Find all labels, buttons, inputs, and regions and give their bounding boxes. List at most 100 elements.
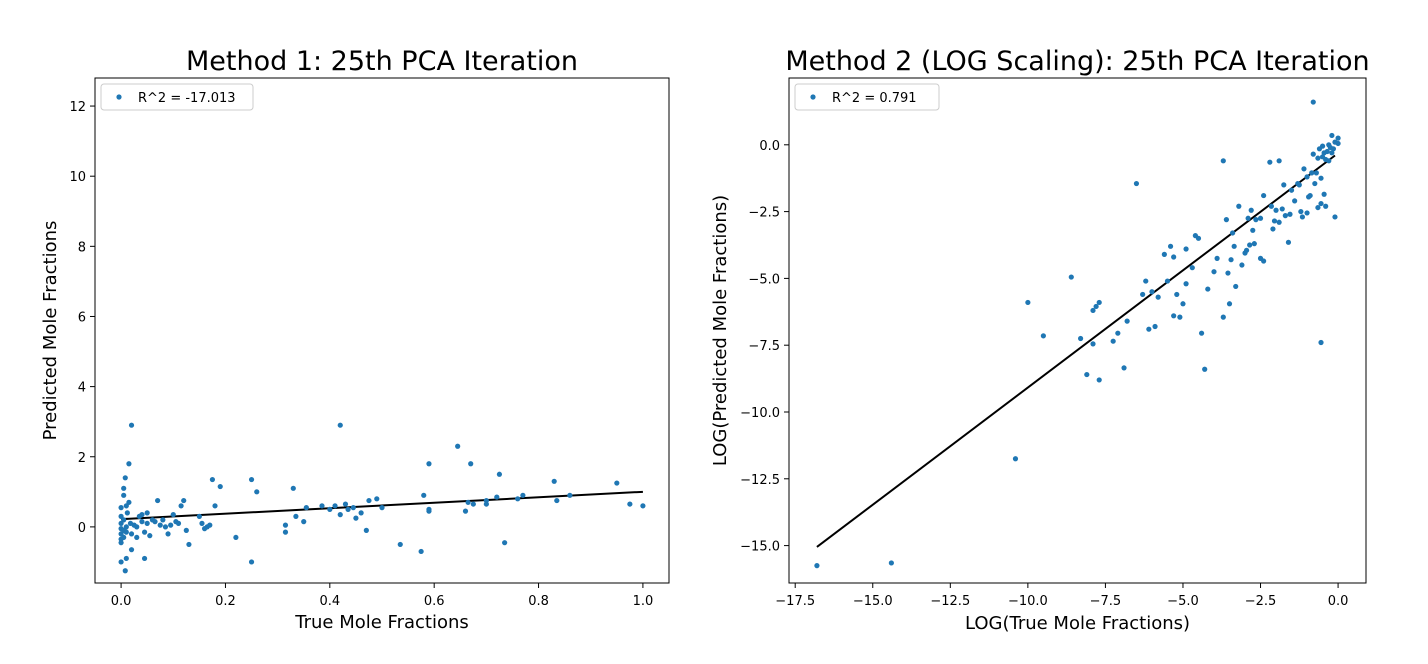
- data-point: [551, 478, 557, 484]
- data-point: [1335, 140, 1341, 147]
- data-point: [1299, 214, 1306, 220]
- data-point: [468, 461, 474, 467]
- data-point: [1281, 182, 1287, 188]
- data-point: [1268, 203, 1274, 209]
- data-point: [1090, 341, 1096, 347]
- y-tick-label: −12.5: [740, 473, 780, 488]
- data-point: [1096, 299, 1102, 306]
- data-point: [470, 501, 476, 507]
- data-point: [1292, 198, 1298, 204]
- data-point: [1161, 251, 1167, 257]
- data-point: [1276, 219, 1282, 225]
- data-point: [640, 503, 646, 509]
- data-point: [123, 524, 129, 530]
- x-axis-label: LOG(True Mole Fractions): [965, 613, 1190, 634]
- data-point: [1228, 257, 1234, 263]
- data-point: [152, 519, 158, 525]
- data-point: [178, 503, 184, 509]
- data-point: [1239, 262, 1245, 268]
- data-point: [303, 505, 309, 511]
- data-point: [301, 519, 307, 525]
- data-point: [1084, 371, 1090, 378]
- data-point: [1310, 151, 1316, 157]
- data-point: [1261, 192, 1267, 199]
- data-point: [483, 501, 489, 507]
- data-point: [1285, 239, 1292, 245]
- data-point: [1282, 213, 1288, 219]
- data-point: [1298, 208, 1304, 215]
- data-point: [1270, 226, 1276, 232]
- data-point: [327, 506, 333, 512]
- data-point: [888, 560, 894, 566]
- y-tick-label: −15.0: [740, 540, 780, 555]
- data-point: [1310, 99, 1316, 105]
- x-tick-label: 0.0: [111, 594, 132, 609]
- x-tick-label: −2.5: [1245, 594, 1277, 609]
- data-point: [1318, 339, 1324, 346]
- data-point: [1307, 192, 1313, 199]
- chart-title: Method 2 (LOG Scaling): 25th PCA Iterati…: [785, 46, 1369, 77]
- data-point: [350, 505, 356, 511]
- data-point: [155, 497, 161, 504]
- data-point: [1312, 180, 1318, 187]
- data-point: [1180, 301, 1186, 307]
- data-point: [1271, 218, 1278, 224]
- data-point: [175, 520, 182, 526]
- data-point: [212, 503, 218, 509]
- x-axis-label: True Mole Fractions: [294, 612, 469, 633]
- data-point: [1296, 182, 1302, 188]
- chart-method-2: −17.5 −15.0 −12.5 −10.0 −7.5 −5.0 −2.5 0.0 −15.0…: [710, 46, 1370, 634]
- data-point: [1093, 303, 1099, 310]
- data-point: [1164, 278, 1171, 284]
- data-point: [124, 510, 130, 516]
- data-point: [248, 559, 255, 565]
- data-point: [1198, 330, 1205, 336]
- y-tick-label: 0.0: [759, 139, 780, 154]
- data-point: [233, 534, 239, 541]
- data-point: [1273, 207, 1279, 213]
- data-point: [209, 476, 216, 483]
- data-point: [1177, 314, 1183, 320]
- legend-marker: [116, 94, 122, 100]
- data-point: [1321, 191, 1327, 197]
- data-point: [1225, 270, 1231, 276]
- data-point: [1267, 159, 1273, 165]
- data-point: [455, 443, 461, 449]
- data-point: [1318, 200, 1324, 207]
- data-point: [1115, 330, 1121, 336]
- data-point: [123, 555, 129, 562]
- data-point: [121, 534, 127, 541]
- data-point: [1250, 227, 1256, 233]
- data-point: [157, 522, 163, 528]
- data-point: [342, 501, 349, 507]
- data-point: [502, 540, 508, 546]
- x-tick-label: −15.0: [853, 594, 893, 609]
- data-point: [1195, 235, 1202, 241]
- data-point: [627, 501, 633, 507]
- data-point: [168, 522, 174, 528]
- data-point: [366, 497, 372, 504]
- data-point: [282, 529, 289, 535]
- data-point: [134, 534, 140, 541]
- y-tick-label: 4: [78, 381, 86, 396]
- y-tick-label: 6: [78, 310, 86, 325]
- data-point: [397, 541, 403, 548]
- data-point: [128, 422, 135, 428]
- data-point: [358, 510, 364, 516]
- data-point: [160, 517, 166, 523]
- data-point: [118, 540, 124, 546]
- data-point: [1304, 210, 1310, 216]
- x-tick-label: 0.0: [1328, 594, 1349, 609]
- data-point: [254, 489, 260, 495]
- data-point: [1189, 265, 1195, 271]
- data-point: [139, 512, 145, 518]
- data-point: [186, 541, 192, 548]
- data-point: [126, 461, 132, 467]
- data-point: [332, 503, 338, 509]
- data-point: [1152, 323, 1158, 330]
- data-point: [567, 492, 573, 498]
- data-point: [1261, 258, 1267, 264]
- data-point: [1247, 242, 1253, 248]
- data-point: [1090, 307, 1096, 314]
- data-point: [1068, 274, 1074, 280]
